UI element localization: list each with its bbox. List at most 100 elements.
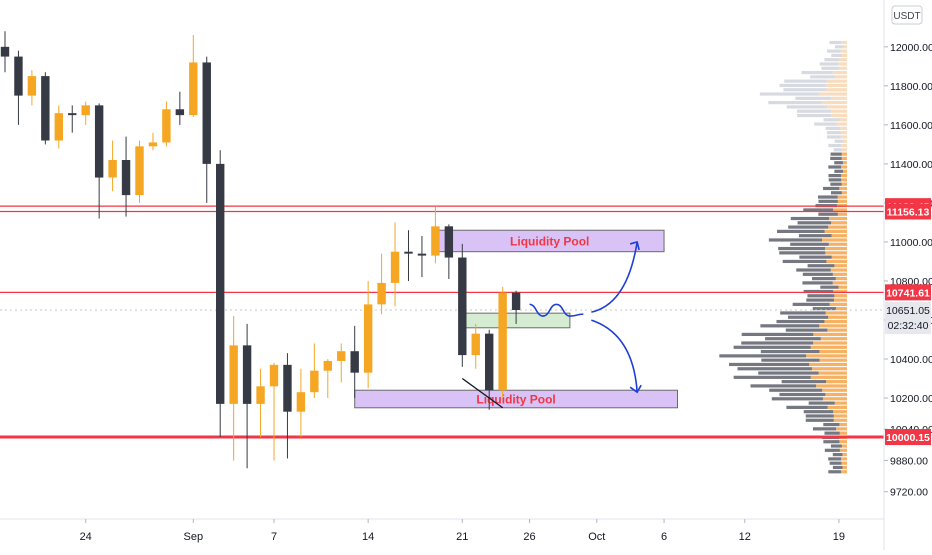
profile-bar-up <box>841 173 847 178</box>
profile-bar-down <box>797 221 832 225</box>
level-badge-label: 10000.15 <box>886 432 930 444</box>
profile-bar-up <box>831 255 847 259</box>
currency-selector[interactable]: USDT <box>891 5 923 25</box>
profile-bar-up <box>838 285 847 289</box>
profile-bar-up <box>819 92 847 96</box>
profile-bar-up <box>837 199 847 203</box>
profile-bar-down <box>733 375 811 379</box>
profile-bar-down <box>832 465 843 470</box>
profile-bar-up <box>835 277 847 281</box>
profile-bar-down <box>824 431 840 435</box>
profile-bar-up <box>806 354 847 358</box>
profile-bar-down <box>805 414 834 418</box>
profile-bar-up <box>841 178 847 182</box>
profile-bar-down <box>786 405 828 409</box>
profile-bar-up <box>830 96 847 100</box>
candle-body <box>404 251 413 254</box>
profile-bar-up <box>828 315 847 319</box>
candle-body <box>108 159 117 178</box>
profile-bar-up <box>833 410 847 414</box>
profile-bar-down <box>783 88 827 92</box>
drawings <box>461 240 642 409</box>
profile-bar-down <box>806 298 834 302</box>
profile-bar-down <box>798 234 832 238</box>
profile-bar-up <box>839 448 847 452</box>
profile-bar-down <box>828 457 841 461</box>
profile-bar-down <box>795 96 831 100</box>
profile-bar-up <box>833 289 847 294</box>
profile-bar-up <box>813 341 847 345</box>
profile-bar-down <box>760 324 820 328</box>
price-badges: 11183.4511156.1310741.6110000.1510651.05… <box>885 198 931 446</box>
profile-bar-down <box>828 173 842 178</box>
x-ticks: 24 Sep 7 14 21 26 Oct 6 12 19 <box>80 519 845 543</box>
candle-body <box>350 351 359 373</box>
zone-label-0: Liquidity Pool <box>510 234 589 248</box>
profile-bar-up <box>827 328 847 332</box>
candle-body <box>431 226 440 256</box>
profile-bar-down <box>823 422 840 427</box>
profile-bar-up <box>841 470 847 474</box>
profile-bar-up <box>839 118 847 122</box>
candle-body <box>256 386 265 404</box>
y-tick-label: 12000.00 <box>890 42 932 54</box>
up-arrow-head <box>629 240 640 251</box>
profile-bar-up <box>837 195 847 199</box>
profile-bar-down <box>792 302 830 306</box>
profile-bar-up <box>827 405 847 409</box>
profile-bar-down <box>784 79 827 83</box>
profile-bar-down <box>829 461 842 465</box>
profile-bar-up <box>839 58 847 62</box>
profile-bar-down <box>781 380 827 384</box>
candle-body <box>498 292 507 391</box>
profile-bar-down <box>776 229 825 233</box>
profile-bar-down <box>831 53 842 58</box>
candle-body <box>363 304 373 373</box>
profile-bar-up <box>841 182 847 186</box>
x-tick-label: Oct <box>588 531 605 543</box>
profile-bar-up <box>840 135 847 139</box>
profile-bar-down <box>788 225 829 229</box>
profile-bar-up <box>809 362 847 367</box>
current-price-label: 10651.05 <box>886 305 930 317</box>
profile-bar-up <box>826 79 847 83</box>
y-tick-label: 11000.00 <box>890 237 932 249</box>
profile-bar-down <box>830 191 842 195</box>
level-badge-label: 11156.13 <box>887 206 930 218</box>
profile-bar-down <box>771 397 823 401</box>
profile-bar-up <box>841 461 847 465</box>
currency-box[interactable] <box>891 5 923 25</box>
profile-bar-down <box>805 418 834 422</box>
profile-bar-up <box>828 216 847 221</box>
profile-bar-up <box>820 337 847 341</box>
profile-bar-down <box>802 272 833 276</box>
profile-bar-up <box>841 53 847 58</box>
profile-bar-down <box>768 101 822 105</box>
profile-bar-up <box>841 143 847 148</box>
profile-bar-down <box>803 289 834 294</box>
profile-bar-down <box>834 139 844 143</box>
profile-bar-down <box>737 367 812 371</box>
profile-bar-down <box>826 131 841 135</box>
candle-body <box>283 364 292 412</box>
candle-body <box>148 142 158 147</box>
profile-bar-up <box>816 384 847 388</box>
candle-body <box>135 146 144 196</box>
profile-bar-down <box>807 294 835 298</box>
profile-bar-up <box>832 272 847 276</box>
candle-body <box>242 345 252 404</box>
profile-bar-up <box>828 225 847 229</box>
profile-bar-up <box>831 113 847 118</box>
profile-bar-up <box>842 453 847 457</box>
candle-body <box>417 253 427 256</box>
profile-bar-down <box>833 148 843 152</box>
x-tick-label: 14 <box>362 531 374 543</box>
candle-body <box>377 282 386 305</box>
profile-bar-down <box>823 118 840 122</box>
profile-bar-down <box>828 178 842 182</box>
profile-bar-up <box>839 440 847 444</box>
profile-bar-up <box>841 191 847 195</box>
profile-bar-down <box>808 401 835 405</box>
